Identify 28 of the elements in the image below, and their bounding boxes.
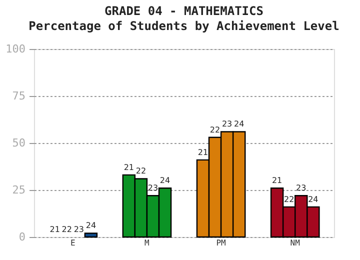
series-label: 21 <box>124 162 134 172</box>
text: 22 <box>62 225 72 234</box>
series-label: 24 <box>86 221 96 230</box>
bar <box>84 232 98 238</box>
x-tick-label: M <box>144 238 150 248</box>
text: 22 <box>284 194 294 204</box>
y-tick-label: 25 <box>12 184 26 196</box>
text: 23 <box>74 225 84 234</box>
text: 22 <box>210 125 220 134</box>
series-label: 23 <box>148 184 158 193</box>
text: 24 <box>160 176 170 186</box>
y-tick-label: 100 <box>6 42 26 56</box>
x-tick-label: PM <box>216 238 226 248</box>
y-tick-label: 75 <box>12 90 26 102</box>
x-tick-label: E <box>70 238 76 248</box>
text: 23 <box>222 120 232 129</box>
text: 21 <box>50 225 60 234</box>
text: 24 <box>234 120 244 129</box>
text: 21 <box>272 176 282 186</box>
x-tick-label: NM <box>290 238 300 248</box>
series-label: 22 <box>136 166 146 176</box>
chart-subtitle: Percentage of Students by Achievement Level <box>28 19 340 33</box>
y-tick-label: 0 <box>18 230 26 244</box>
text: 21 <box>198 148 208 157</box>
text: 24 <box>308 194 318 204</box>
y-tick-label: 50 <box>12 136 26 150</box>
chart-title: GRADE 04 - MATHEMATICS <box>104 4 264 18</box>
text: 23 <box>296 184 306 193</box>
